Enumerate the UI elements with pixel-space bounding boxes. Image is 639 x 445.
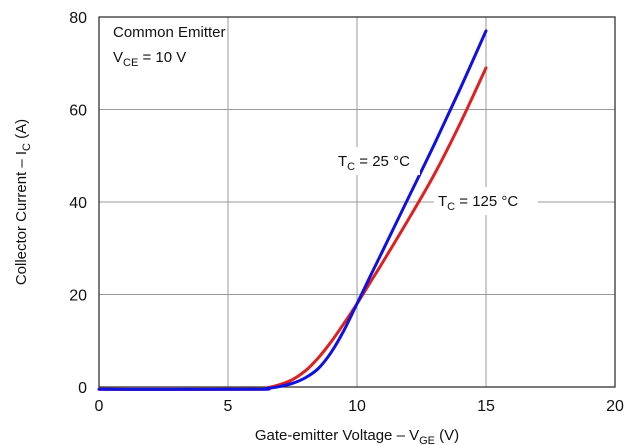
series-label-125-bg <box>434 187 538 215</box>
series-label-25c-main: T <box>338 153 347 170</box>
x-tick-label-0: 0 <box>95 398 104 415</box>
series-line-1 <box>97 66 488 391</box>
series-label-25-bg <box>334 147 420 175</box>
series-label-125c: TC = 125 °C <box>438 193 518 213</box>
series-label-25c-sub: C <box>347 161 355 173</box>
x-axis-label-main: Gate-emitter Voltage – V <box>255 427 419 444</box>
series-line-0 <box>97 29 488 391</box>
x-tick-label-1: 5 <box>224 398 233 415</box>
condition-line-2: VCE = 10 V <box>113 49 186 69</box>
series-label-125c-sub: C <box>447 201 455 213</box>
y-axis-label-sub: C <box>21 143 33 151</box>
y-tick-label-3: 60 <box>69 103 87 120</box>
condition-line-2-sub: CE <box>123 57 138 69</box>
x-tick-label-4: 20 <box>606 398 624 415</box>
condition-line-2-rest: = 10 V <box>138 49 186 66</box>
condition-line-1: Common Emitter <box>113 24 226 41</box>
x-tick-label-3: 15 <box>477 398 495 415</box>
y-axis-label-main: Collector Current – I <box>13 151 30 285</box>
series-label-25c-rest: = 25 °C <box>355 153 410 170</box>
x-axis-label-sub: GE <box>419 435 435 445</box>
series-label-125c-rest: = 125 °C <box>455 193 518 210</box>
series-label-125c-main: T <box>438 193 447 210</box>
y-axis-label-unit: (A) <box>13 119 30 143</box>
series-layer <box>97 29 488 391</box>
x-axis-label: Gate-emitter Voltage – VGE (V) <box>255 427 459 445</box>
y-tick-label-1: 20 <box>69 288 87 305</box>
x-tick-label-2: 10 <box>348 398 366 415</box>
y-tick-label-0: 0 <box>78 380 87 397</box>
y-tick-label-2: 40 <box>69 195 87 212</box>
tick-labels: 0 5 10 15 20 0 20 40 60 80 <box>69 10 624 415</box>
y-tick-label-4: 80 <box>69 10 87 27</box>
series-label-25c: TC = 25 °C <box>338 153 410 173</box>
plot-frame <box>98 16 616 388</box>
y-axis-label: Collector Current – IC (A) <box>13 119 33 285</box>
x-axis-label-unit: (V) <box>435 427 459 444</box>
condition-line-2-main: V <box>113 49 123 66</box>
